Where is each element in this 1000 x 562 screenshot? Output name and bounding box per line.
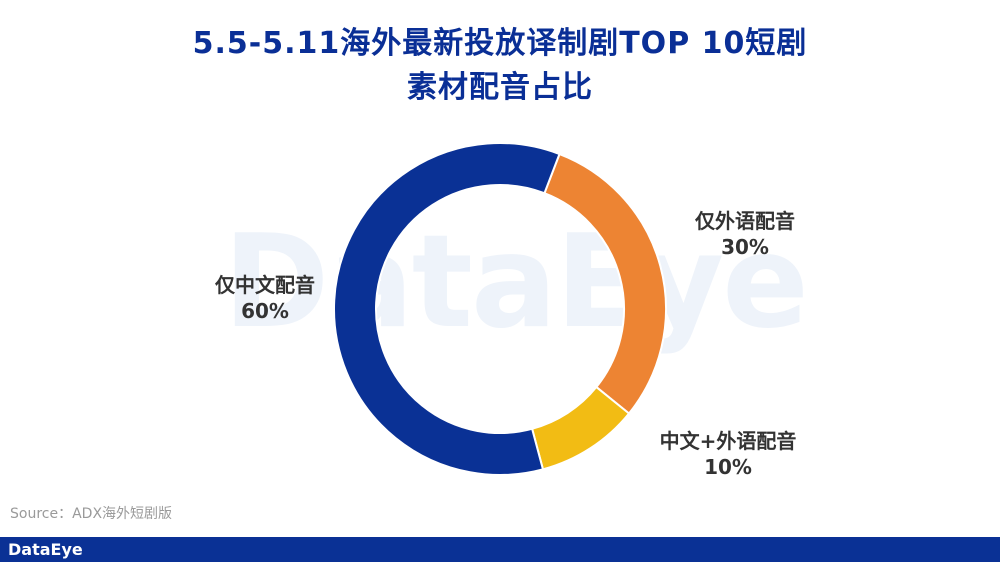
slice-label-foreign-only-name: 仅外语配音	[695, 209, 795, 233]
slice-label-chinese-foreign-value: 10%	[704, 455, 752, 479]
slice-label-foreign-only-value: 30%	[721, 235, 769, 259]
slice-label-chinese-only-name: 仅中文配音	[215, 273, 315, 297]
slice-label-chinese-foreign-name: 中文+外语配音	[659, 429, 797, 453]
footer-brand-logo: DataEye	[8, 540, 83, 559]
slice-label-chinese-foreign: 中文+外语配音 10%	[628, 428, 828, 480]
chart-title-line1: 5.5-5.11海外最新投放译制剧TOP 10短剧	[192, 26, 808, 61]
slice-label-foreign-only: 仅外语配音 30%	[670, 208, 820, 260]
slice-label-chinese-only: 仅中文配音 60%	[190, 272, 340, 324]
source-note: Source：ADX海外短剧版	[10, 506, 173, 522]
slice-chinese-only	[333, 142, 561, 476]
slice-label-chinese-only-value: 60%	[241, 299, 289, 323]
footer-bar: DataEye	[0, 537, 1000, 562]
watermark-logo: DataEye	[223, 208, 809, 357]
chart-title-line2: 素材配音占比	[407, 70, 593, 105]
slice-foreign-only	[543, 152, 667, 415]
